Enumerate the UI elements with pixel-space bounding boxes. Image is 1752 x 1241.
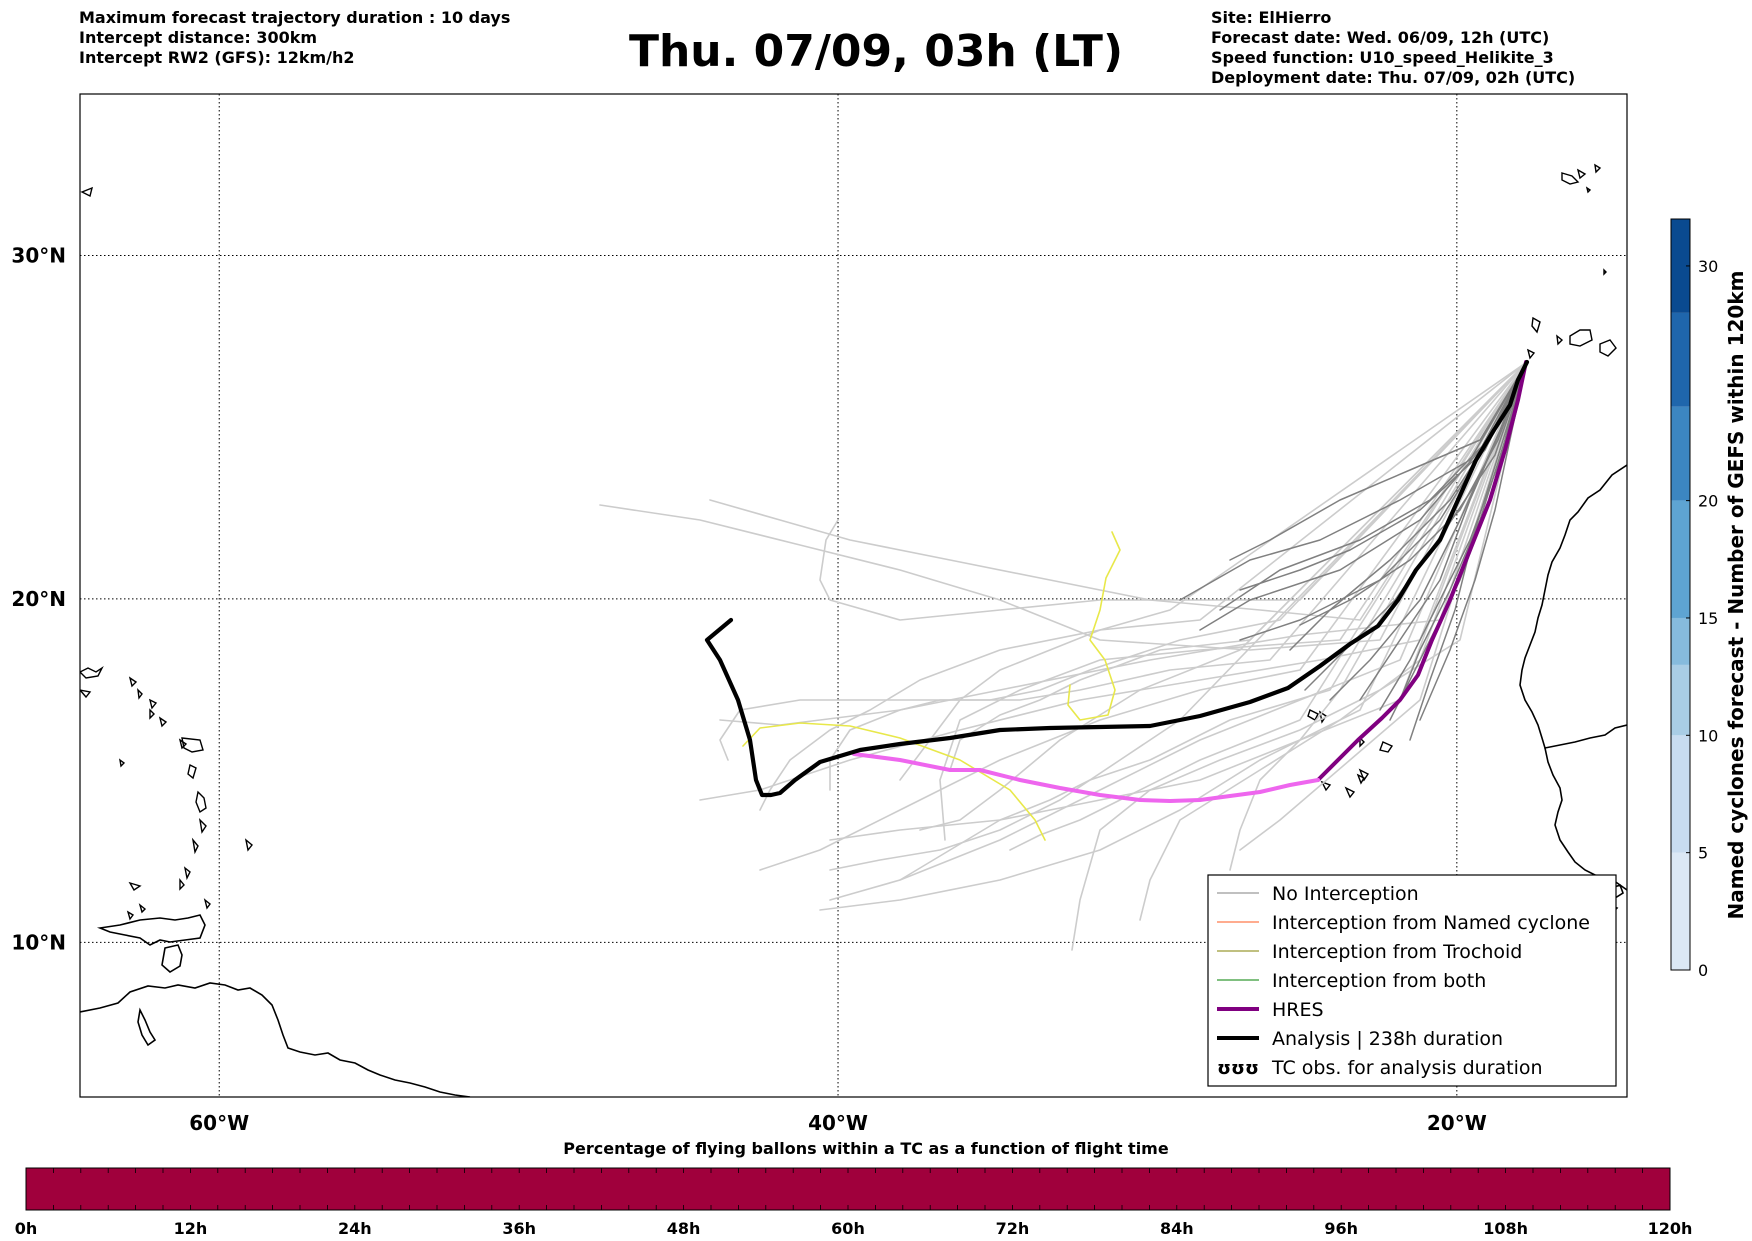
legend-item-label: Analysis | 238h duration xyxy=(1272,1028,1503,1050)
analysis-trajectory xyxy=(704,359,1530,798)
right-colorbar-segment xyxy=(1671,852,1690,970)
header-right-info: Site: ElHierro Forecast date: Wed. 06/09… xyxy=(1211,8,1575,88)
right-colorbar-frame xyxy=(1670,218,1691,971)
analysis-line xyxy=(704,359,1530,798)
bottom-colorbar-tick-label: 60h xyxy=(831,1219,865,1238)
lesser-antilles xyxy=(80,186,253,921)
map-frame xyxy=(79,93,1628,1098)
lon-tick-label: 20°W xyxy=(1427,1111,1487,1135)
ensemble-trajectory xyxy=(699,361,1528,801)
legend-symbol-tc-obs: ʊʊʊ xyxy=(1217,1058,1259,1079)
tc-observation-track xyxy=(742,722,1046,841)
bottom-colorbar-tick-label: 120h xyxy=(1648,1219,1693,1238)
ensemble-trajectory xyxy=(719,361,1528,761)
lat-tick-label: 10°N xyxy=(11,930,66,954)
no-interception-trajectory xyxy=(1399,361,1528,701)
no-interception-trajectory xyxy=(1329,361,1528,701)
ensemble-trajectory xyxy=(709,361,1528,621)
lon-tick-label: 60°W xyxy=(189,1111,249,1135)
tc-observation-track xyxy=(1067,531,1121,721)
bottom-colorbar: Percentage of flying ballons within a TC… xyxy=(15,1139,1693,1238)
ensemble-trajectory xyxy=(599,361,1528,651)
hres-trajectory xyxy=(852,360,1528,803)
right-colorbar: 0 5 10 15 20 30 Named cyclones forecast - Num… xyxy=(1670,218,1748,980)
tc-observation-tracks xyxy=(742,531,1121,841)
latitude-labels: 30°N 20°N 10°N xyxy=(11,243,66,954)
right-colorbar-segment xyxy=(1671,500,1690,618)
canary-madeira-islands xyxy=(1526,163,1617,360)
site-text: Site: ElHierro xyxy=(1211,8,1332,27)
trinidad-outline xyxy=(161,944,183,973)
no-interception-trajectory xyxy=(1229,361,1528,561)
legend-item-label: TC obs. for analysis duration xyxy=(1271,1057,1543,1079)
ensemble-trajectory xyxy=(919,361,1528,831)
hres-line xyxy=(1316,360,1528,782)
hres-extension-line xyxy=(852,752,1320,803)
lat-tick-label: 20°N xyxy=(11,587,66,611)
legend-box xyxy=(1207,874,1617,1087)
intercept-rw2-text: Intercept RW2 (GFS): 12km/h2 xyxy=(79,48,355,67)
no-interception-trajectory xyxy=(1199,361,1528,631)
legend-item-label: Interception from both xyxy=(1272,970,1486,992)
speed-function-text: Speed function: U10_speed_Helikite_3 xyxy=(1211,48,1554,67)
intercept-distance-text: Intercept distance: 300km xyxy=(79,28,318,47)
ensemble-trajectory xyxy=(829,361,1528,901)
forecast-date-text: Forecast date: Wed. 06/09, 12h (UTC) xyxy=(1211,28,1550,47)
africa-coast xyxy=(1519,464,1627,749)
legend: No Interception Interception from Named c… xyxy=(1207,874,1617,1087)
right-colorbar-tick-label: 5 xyxy=(1698,844,1708,863)
bottom-colorbar-tick-label: 24h xyxy=(338,1219,372,1238)
right-colorbar-segment xyxy=(1671,735,1690,853)
ensemble-trajectory xyxy=(819,361,1528,911)
right-colorbar-segment xyxy=(1671,617,1690,665)
ensemble-trajectory xyxy=(759,361,1528,871)
right-colorbar-tick-label: 0 xyxy=(1698,961,1708,980)
right-colorbar-label: Named cyclones forecast - Number of GEFS… xyxy=(1724,271,1748,920)
lat-tick-label: 30°N xyxy=(11,243,66,267)
no-interception-trajectory xyxy=(1409,361,1528,741)
legend-item-label: No Interception xyxy=(1272,883,1419,905)
south-america-coast xyxy=(80,982,471,1097)
right-colorbar-tick-label: 10 xyxy=(1698,726,1718,745)
bottom-colorbar-tick-label: 108h xyxy=(1483,1219,1528,1238)
no-interception-trajectory xyxy=(1299,361,1528,626)
ensemble-trajectory xyxy=(759,361,1528,811)
bottom-colorbar-tick-label: 0h xyxy=(15,1219,38,1238)
bottom-colorbar-tick-label: 96h xyxy=(1324,1219,1358,1238)
venezuela-inlet xyxy=(137,1007,157,1047)
right-colorbar-tick-label: 15 xyxy=(1698,609,1718,628)
header-left-info: Maximum forecast trajectory duration : 1… xyxy=(79,8,510,68)
ensemble-trajectory xyxy=(899,361,1528,781)
lon-tick-label: 40°W xyxy=(808,1111,868,1135)
bottom-colorbar-tick-label: 36h xyxy=(502,1219,536,1238)
bottom-colorbar-tick-label: 72h xyxy=(996,1219,1030,1238)
right-colorbar-segment xyxy=(1671,406,1690,501)
legend-item-label: Interception from Named cyclone xyxy=(1272,912,1590,934)
right-colorbar-tick-label: 30 xyxy=(1698,257,1718,276)
paria-coast xyxy=(96,914,206,946)
max-duration-text: Maximum forecast trajectory duration : 1… xyxy=(79,8,511,27)
right-colorbar-segment xyxy=(1671,219,1690,313)
legend-item-label: Interception from Trochoid xyxy=(1272,941,1522,963)
bottom-colorbar-title: Percentage of flying ballons within a TC… xyxy=(563,1139,1169,1158)
cape-verde-islands xyxy=(1307,709,1394,799)
coastlines xyxy=(80,163,1627,1097)
bottom-colorbar-bar xyxy=(25,1167,1671,1211)
bottom-colorbar-tick-label: 84h xyxy=(1160,1219,1194,1238)
right-colorbar-segment xyxy=(1671,664,1690,736)
ensemble-trajectory xyxy=(1009,361,1528,851)
bottom-colorbar-tick-label: 12h xyxy=(174,1219,208,1238)
legend-item-label: HRES xyxy=(1272,999,1324,1021)
deployment-date-text: Deployment date: Thu. 07/09, 02h (UTC) xyxy=(1211,68,1576,87)
right-colorbar-segment xyxy=(1671,312,1690,407)
ensemble-trajectory xyxy=(829,361,1528,841)
no-interception-trajectory xyxy=(1179,361,1528,601)
right-colorbar-tick-label: 20 xyxy=(1698,492,1718,511)
page-title: Thu. 07/09, 03h (LT) xyxy=(628,26,1124,77)
longitude-labels: 60°W 40°W 20°W xyxy=(189,1111,1487,1135)
bottom-colorbar-tick-label: 48h xyxy=(667,1219,701,1238)
